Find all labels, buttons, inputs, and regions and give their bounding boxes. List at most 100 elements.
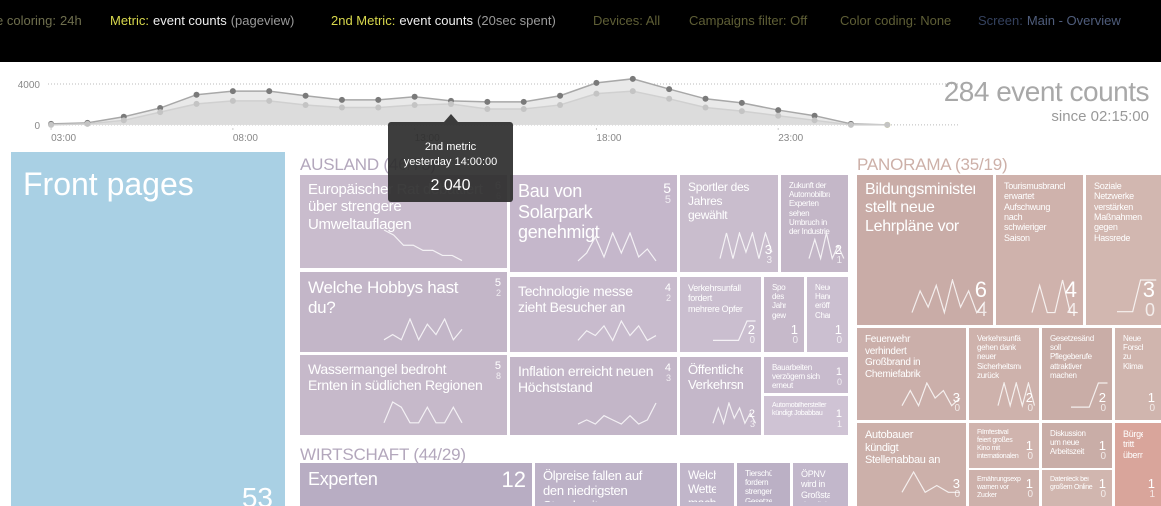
article-tile[interactable]: Autobauer kündigt Stellenabbau an 3 0 [857,423,966,506]
tile-value-2: 0 [954,403,960,414]
sparkline [911,279,986,315]
article-tile[interactable]: Inflation erreicht neuen Höchststand 4 3 [510,357,677,435]
article-tile[interactable]: Tourismusbranche erwartet Aufschwung nac… [996,175,1083,325]
article-tile[interactable]: Experten 12 [300,463,532,506]
article-tile[interactable]: Neue Forschung zu Klimawandel10 [1115,328,1161,420]
series-line [51,90,888,126]
tile-value: 3 [1142,277,1155,302]
article-tile[interactable]: Tierschützer fordern strengere Gesetze z… [737,463,790,506]
y-tick-label: 4000 [18,80,41,91]
tile-value-2: 0 [1144,300,1155,320]
tile-title: Öffentliche Verkehrsmittel [688,363,743,392]
series-point [775,107,782,114]
tile-title: Gesetzesänderung soll Pflegeberufe attra… [1050,334,1094,380]
article-tile[interactable]: Bildungsminister stellt neue Lehrpläne v… [857,175,993,325]
series-point [484,98,491,105]
tile-value: 5 [663,180,671,196]
article-tile[interactable]: Diskussion um neue Arbeitszeit 1 0 [1042,423,1112,468]
tile-title: Automobilhersteller kündigt Jobabbau [772,402,827,418]
sparkline-line [713,320,756,341]
tile-title: Feuerwehr verhindert Großbrand in Chemie… [865,334,921,380]
article-tile[interactable]: Soziale Netzwerke verstärken Maßnahmen g… [1086,175,1161,325]
tile-value-2: 0 [1100,451,1106,462]
tile-title: Verkehrsunfall fordert mehrere Opfer [688,283,743,314]
tile-value: 3 [952,476,960,491]
series-point [338,96,345,103]
article-tile[interactable]: Welches Wetter macht [680,463,734,506]
series-point [557,101,564,108]
article-tile[interactable]: Wassermangel bedroht Ernten in südlichen… [300,355,507,435]
series-point [266,97,273,104]
status-item: 2nd Metric: event counts (20sec spent) [331,13,560,28]
article-tile[interactable]: Feuerwehr verhindert Großbrand in Chemie… [857,328,966,420]
tile-title: Datenleck bei großem Online [1050,476,1093,492]
tile-value-2: 0 [1027,489,1033,500]
article-tile[interactable]: Welche Hobbys hast du? 5 2 [300,272,507,352]
tile-value-2: 0 [1149,403,1155,414]
status-item: Campaigns filter: Off [689,13,811,28]
status-item: e coloring: 24h [0,13,86,28]
tile-value: 2 [747,322,755,337]
sparkline [901,470,960,494]
article-tile[interactable]: Sportler des Jahres gewählt 10 [764,277,804,352]
series-point [302,101,309,108]
article-tile[interactable]: Ölpreise fallen auf den niedrigsten Stan… [535,463,677,506]
series-line [51,78,888,126]
tile-value-2: 1 [1149,489,1155,500]
series-point [666,95,673,102]
tile-value-2: 0 [954,489,960,500]
article-tile[interactable]: ÖPNV wird in Großstadt deutlich ausgewei… [793,463,848,506]
top-bar: e coloring: 24h Metric: event counts (pagevi… [0,0,1161,62]
tile-value-2: 4 [976,300,987,320]
article-tile[interactable]: Bau von Solarpark genehmigt 5 5 [510,175,677,272]
status-text: (pageview) [230,13,295,28]
tooltip: 2nd metric yesterday 14:00:00 2 040 [388,114,513,202]
sparkline-line [383,229,463,262]
article-tile[interactable]: Bauarbeiten verzögern sich erneut 1 0 [764,357,848,393]
article-tile[interactable]: Gesetzesänderung soll Pflegeberufe attra… [1042,328,1112,420]
article-tile[interactable]: Technologie messe zieht Besucher an 4 2 [510,277,677,352]
x-tick-label: 08:00 [233,133,258,144]
since-time: since 02:15:00 [1051,108,1149,125]
y-tick-label: 0 [34,121,40,132]
tile-title: Verkehrsunfälle gehen dank neuer Sicherh… [977,334,1021,380]
article-tile[interactable]: Verkehrsunfall fordert mehrere Opfer 2 0 [680,277,761,352]
series-point [229,97,236,104]
tile-title: Experten [308,469,378,489]
article-tile[interactable]: Zukunft der Automobilbranche: Experten s… [781,175,848,272]
sparkline [712,401,757,425]
tile-title: Ernährungsexperten warnen vor Zucker [977,476,1021,500]
article-tile[interactable]: Datenleck bei großem Online 1 0 [1042,470,1112,506]
article-tile[interactable]: Bürgermeister tritt überraschend11 [1115,423,1161,506]
series-point [520,106,527,113]
tooltip-arrow [444,114,458,122]
article-tile[interactable]: Neue Handelsrouten eröffnen Chancen 10 [807,277,848,352]
series-point [448,101,455,108]
series-point [193,100,200,107]
article-tile[interactable]: Verkehrsunfälle gehen dank neuer Sicherh… [969,328,1039,420]
status-text: Main - Overview [1026,13,1121,28]
article-tile[interactable]: Automobilhersteller kündigt Jobabbau 1 1 [764,396,848,435]
sparkline [1031,279,1078,314]
series-point [411,93,418,100]
article-tile[interactable]: Sportler des Jahres gewählt 3 3 [680,175,778,272]
tile-value-2: 0 [1100,489,1106,500]
tile-value: 12 [501,467,526,492]
front-pages-tile[interactable]: Front pages 53 [11,152,285,506]
sparkline [577,319,657,342]
series-point [738,99,745,106]
tooltip-value: 2 040 [430,177,471,194]
sparkline-line [712,401,757,425]
article-tile[interactable]: Filmfestival feiert großes Kino mit inte… [969,423,1039,468]
article-tile[interactable]: Öffentliche Verkehrsmittel 23 [680,357,761,435]
